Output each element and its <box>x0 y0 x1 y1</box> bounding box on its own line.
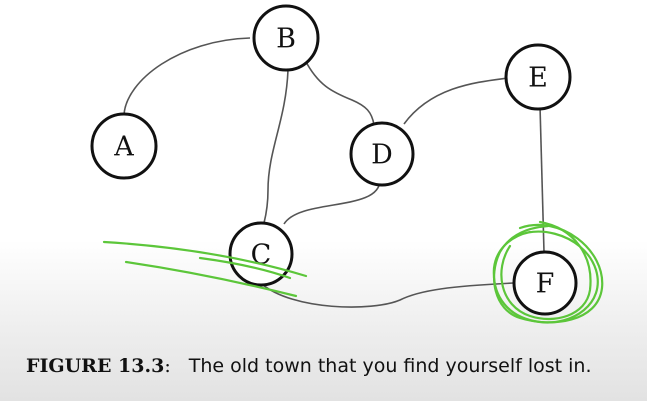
strike-line-1 <box>102 240 308 278</box>
edge-c-f <box>261 282 515 308</box>
node-label-d: D <box>371 140 393 171</box>
node-label-b: B <box>276 24 296 55</box>
node-f: F <box>512 250 578 316</box>
node-label-a: A <box>113 132 134 163</box>
node-b: B <box>252 4 320 72</box>
edge-c-d <box>283 179 381 225</box>
circle-stroke-2 <box>492 230 599 324</box>
caption-separator: : <box>164 355 171 377</box>
figure-number: FIGURE 13.3 <box>26 355 165 377</box>
figure-caption: FIGURE 13.3: The old town that you find y… <box>26 355 591 378</box>
strike-line-3 <box>198 256 292 280</box>
node-label-e: E <box>528 63 548 94</box>
edge-a-b <box>123 37 251 116</box>
town-graph: B A D E C F <box>90 4 604 324</box>
edge-d-e <box>403 77 509 125</box>
node-a: A <box>90 112 158 180</box>
edge-e-f <box>539 105 545 253</box>
edge-b-d <box>304 59 375 126</box>
green-annotation <box>102 220 604 324</box>
edges <box>123 37 545 308</box>
node-d: D <box>349 121 415 187</box>
edge-b-c <box>263 69 289 224</box>
node-e: E <box>504 43 572 111</box>
node-label-f: F <box>536 269 555 300</box>
strike-line-2 <box>124 260 298 298</box>
circle-stroke-3 <box>500 220 592 320</box>
caption-text: The old town that you find yourself lost… <box>188 355 592 377</box>
